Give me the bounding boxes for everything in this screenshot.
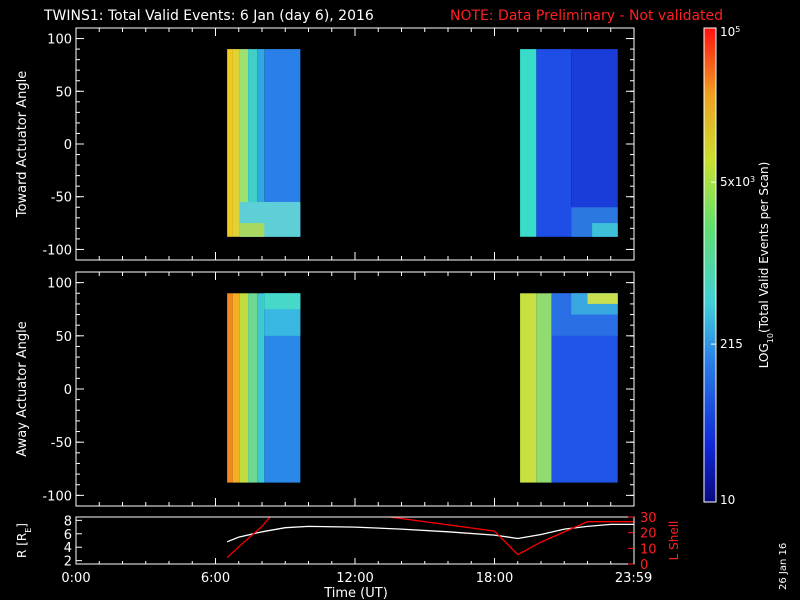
y-tick-label: 50 [55,330,72,345]
heatmap-cell [227,49,233,237]
y-tick-label: -50 [51,191,72,206]
y-tick-label: 0 [64,383,72,398]
y-axis-label: R [RE] [15,523,33,558]
heatmap-cell [587,293,618,304]
heatmap-cell [239,293,249,483]
y2-tick-label: 20 [640,527,657,542]
heatmap-cell [520,293,537,483]
heatmap-cell [536,49,572,237]
heatmap-cell [536,293,552,483]
heatmap-cell [264,293,301,310]
y-tick-label: 8 [64,514,72,529]
colorbar-tick-base: 10 [720,25,735,39]
y-tick-label: -100 [42,489,72,504]
y2-tick-label: 10 [640,542,657,557]
y-axis-label-end: ] [15,523,29,528]
colorbar-tick-label: 215 [720,337,743,351]
colorbar-tick-base: 10 [720,493,735,507]
colorbar-tick-base: 5x10 [720,175,750,189]
y2-tick-label: 30 [640,511,657,526]
heatmap-cell [239,49,249,237]
colorbar-tick-label: 105 [720,25,740,40]
y-axis-label-sub: E [24,528,33,533]
heatmap-cell [248,293,258,483]
heatmap-cell [520,49,537,237]
x-tick-label: 23:59 [615,571,652,586]
heatmap-cell [257,293,265,483]
y-axis-label: Toward Actuator Angle [15,71,30,218]
heatmap-cell [592,223,618,237]
chart-title: TWINS1: Total Valid Events: 6 Jan (day 6… [43,8,374,24]
y-tick-label: 4 [64,541,72,556]
colorbar-tick-exp: 3 [750,175,755,184]
heatmap-cell [227,293,233,483]
heatmap-cell [571,49,618,237]
y-axis-label-main: R [R [15,533,29,558]
x-tick-label: 18:00 [476,571,513,586]
y-tick-label: 2 [64,555,72,570]
toward-panel: 100 50 0 -50 -100 Toward Actuator Angle [15,27,635,261]
heatmap-cell [248,49,258,237]
time-axis-ticks: 0:00 6:00 12:00 18:00 23:59 [61,571,652,586]
heatmap-cell [232,293,240,483]
x-tick-label: 0:00 [61,571,90,586]
y2-axis-label: L Shell [667,521,681,561]
colorbar-tick-label: 10 [720,493,735,507]
time-axis-label: Time (UT) [323,586,388,600]
y2-tick-label: 0 [640,558,648,573]
away-panel: 100 50 0 -50 -100 Away Actuator Angle [15,271,635,507]
colorbar-tick-label: 5x103 [720,175,755,190]
y-axis-label: Away Actuator Angle [15,321,30,456]
y-tick-label: -50 [51,436,72,451]
y-tick-label: 0 [64,138,72,153]
r-distance-line [226,523,634,543]
y-tick-label: 6 [64,528,72,543]
date-stamp: 26 Jan 16 [778,543,789,590]
colorbar-tick-base: 215 [720,337,743,351]
heatmap-cell [232,49,240,237]
y-tick-label: 100 [47,33,72,48]
y-tick-label: -100 [42,243,72,258]
colorbar-tick-exp: 5 [735,25,740,34]
heatmap-cell [239,223,265,237]
preliminary-note: NOTE: Data Preliminary - Not validated [450,8,723,24]
x-tick-label: 6:00 [201,571,230,586]
y-tick-label: 100 [47,277,72,292]
l-shell-line [226,517,634,559]
colorbar-label: LOG10(Total Valid Events per Scan) [757,162,775,369]
colorbar [703,27,717,503]
x-tick-label: 12:00 [336,571,373,586]
y-tick-label: 50 [55,85,72,100]
heatmap-cell [257,49,265,237]
